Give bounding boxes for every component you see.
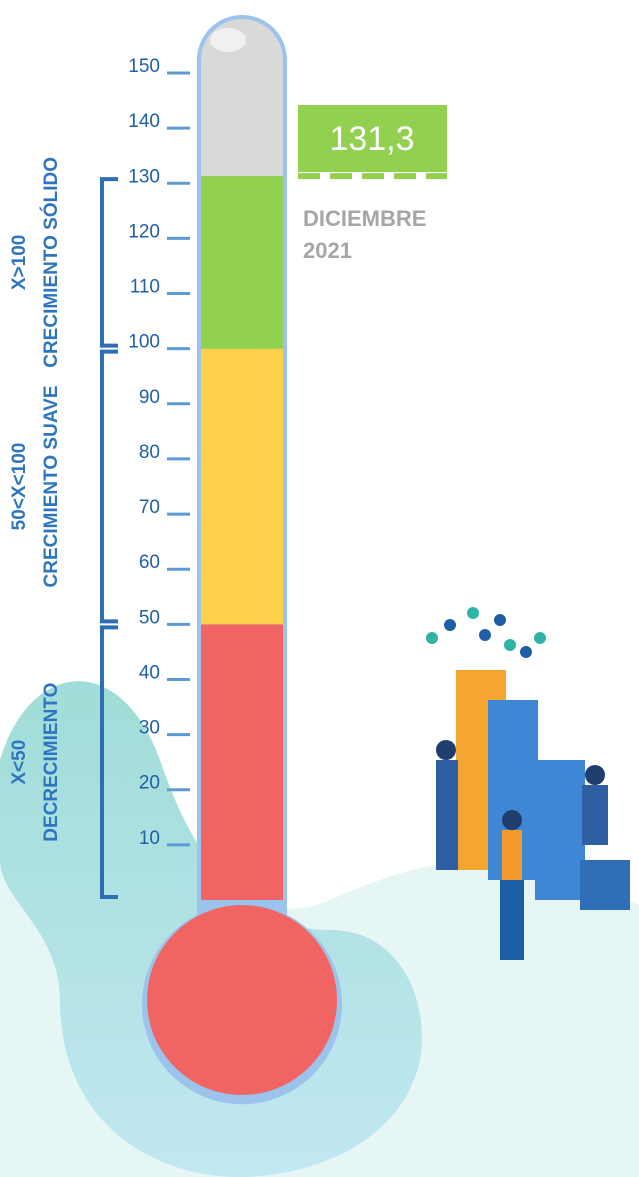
y-tick-label: 120 — [128, 221, 160, 242]
band-label: DECRECIMIENTO — [41, 683, 62, 842]
y-tick-label: 90 — [139, 387, 160, 408]
y-tick-label: 30 — [139, 718, 160, 739]
y-tick-label: 70 — [139, 497, 160, 518]
period-label: DICIEMBRE — [303, 206, 426, 231]
y-tick-label: 80 — [139, 442, 160, 463]
y-tick-label: 100 — [128, 332, 160, 353]
y-tick-label: 10 — [139, 828, 160, 849]
value-box — [298, 105, 447, 172]
y-tick-label: 40 — [139, 662, 160, 683]
band-fill — [201, 176, 283, 349]
band-fill — [201, 348, 283, 625]
band-bracket — [100, 625, 118, 899]
band-label: CRECIMIENTO SUAVE — [41, 386, 62, 588]
band-bracket — [100, 349, 118, 624]
y-tick-label: 140 — [128, 111, 160, 132]
band-bracket — [100, 177, 118, 348]
glare — [210, 28, 246, 52]
band-label: CRECIMIENTO SÓLIDO — [40, 157, 62, 368]
band-label: X>100 — [9, 235, 30, 290]
y-tick-label: 20 — [139, 773, 160, 794]
value-label: 131,3 — [329, 120, 414, 158]
band-label: X<50 — [9, 740, 30, 785]
band-label: 50<X<100 — [9, 443, 30, 531]
band-fill — [201, 624, 283, 900]
period-label: 2021 — [303, 238, 352, 263]
y-tick-label: 60 — [139, 552, 160, 573]
y-tick-label: 130 — [128, 166, 160, 187]
y-tick-label: 150 — [128, 56, 160, 77]
bulb — [147, 905, 337, 1095]
y-tick-label: 110 — [130, 277, 160, 298]
illustration — [426, 607, 630, 960]
y-tick-label: 50 — [139, 607, 160, 628]
empty-fill — [201, 19, 283, 177]
